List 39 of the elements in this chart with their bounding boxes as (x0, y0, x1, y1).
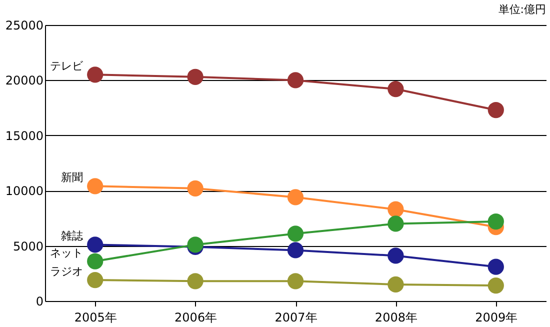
point (287, 226, 304, 242)
point (187, 180, 204, 196)
series-label: 新聞 (61, 171, 84, 184)
point (287, 273, 304, 290)
point (388, 201, 404, 218)
y-tick-label: 0 (36, 294, 44, 308)
y-tick-label: 20000 (5, 74, 44, 88)
point (488, 278, 504, 294)
series-label: ネット (50, 246, 84, 260)
point (87, 272, 104, 288)
point (87, 178, 104, 194)
point (87, 253, 104, 270)
point (287, 72, 304, 88)
series-label: テレビ (50, 60, 84, 73)
text: 単位:億円 (498, 3, 546, 16)
point (187, 273, 204, 290)
point (287, 189, 304, 206)
y-tick-label: 5000 (12, 239, 44, 254)
point (488, 213, 504, 230)
y-tick-label: 10000 (5, 184, 44, 198)
point (388, 80, 404, 98)
series-label: 雑誌 (61, 230, 84, 243)
y-tick-label: 25000 (5, 18, 44, 32)
x-tick-label: 2006年 (174, 310, 218, 324)
series-label: ラジオ (50, 265, 84, 278)
point (388, 276, 404, 292)
point (187, 68, 204, 85)
x-tick-label: 2008年 (374, 310, 418, 324)
point (488, 102, 504, 118)
point (87, 66, 104, 83)
y-tick-label: 15000 (5, 128, 44, 143)
x-tick-label: 2009年 (475, 310, 518, 324)
x-tick-label: 2007年 (274, 310, 318, 324)
x-tick-label: 2005年 (74, 310, 117, 324)
point (488, 258, 504, 275)
point (388, 248, 404, 264)
point (388, 216, 404, 232)
point (287, 242, 304, 258)
point (87, 236, 104, 253)
